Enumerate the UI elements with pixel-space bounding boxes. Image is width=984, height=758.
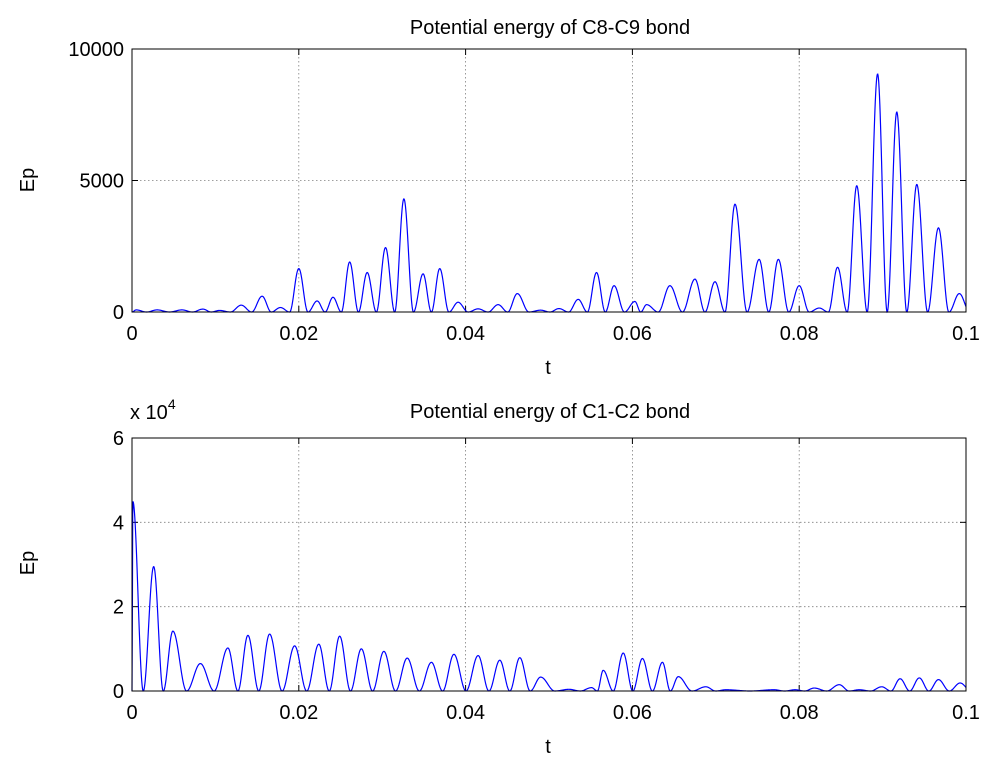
x-tick-label: 0.04 [446, 323, 485, 345]
x-tick-label: 0.1 [952, 323, 980, 345]
axes-box [131, 48, 967, 313]
x-axis-label: t [545, 357, 551, 379]
axes-box [131, 437, 967, 692]
x-tick-label: 0.08 [780, 323, 819, 345]
grid [132, 49, 966, 312]
chart-title: Potential energy of C1-C2 bond [410, 401, 690, 423]
y-axis-label: Ep [17, 551, 39, 575]
ticks [131, 437, 967, 692]
y-tick-label: 10000 [68, 39, 124, 61]
x-tick-label: 0.06 [613, 702, 652, 724]
y-tick-label: 0 [113, 681, 124, 703]
x-tick-label: 0 [126, 323, 137, 345]
x-tick-label: 0.1 [952, 702, 980, 724]
subplot-c1-c2: Potential energy of C1-C2 bond Ep t x 10… [17, 396, 980, 758]
y-tick-label: 6 [113, 428, 124, 450]
series-line [131, 73, 967, 314]
y-tick-label: 4 [113, 512, 124, 534]
y-axis-label: Ep [17, 168, 39, 192]
exponent-base: x 10 [130, 402, 168, 424]
x-tick-label: 0.08 [780, 702, 819, 724]
exponent-label: x 104 [130, 396, 176, 424]
x-tick-label: 0.02 [279, 323, 318, 345]
y-tick-label: 2 [113, 597, 124, 619]
grid [132, 438, 966, 691]
tick-labels: 0 0.02 0.04 0.06 0.08 0.1 0 2 4 6 [113, 428, 980, 724]
series-line [131, 501, 967, 692]
x-tick-label: 0 [126, 702, 137, 724]
x-tick-label: 0.04 [446, 702, 485, 724]
exponent-power: 4 [168, 396, 176, 412]
chart-title: Potential energy of C8-C9 bond [410, 17, 690, 39]
x-tick-label: 0.06 [613, 323, 652, 345]
y-tick-label: 0 [113, 302, 124, 324]
tick-labels: 0 0.02 0.04 0.06 0.08 0.1 0 5000 10000 [68, 39, 980, 345]
x-axis-label: t [545, 736, 551, 758]
subplot-c8-c9: Potential energy of C8-C9 bond Ep t 0 0.0… [17, 17, 980, 379]
y-tick-label: 5000 [80, 171, 125, 193]
x-tick-label: 0.02 [279, 702, 318, 724]
